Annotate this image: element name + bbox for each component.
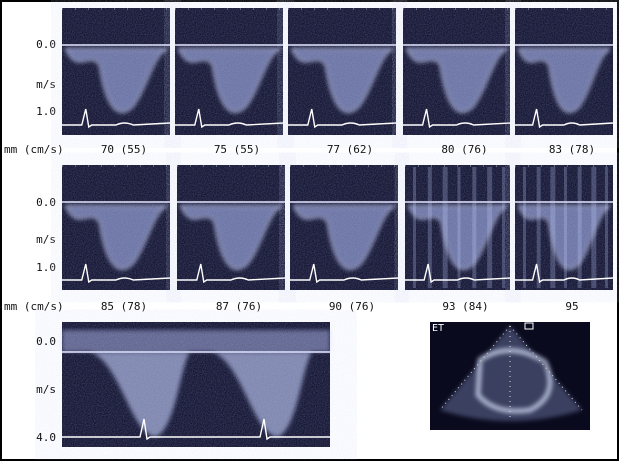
doppler-panel: [405, 165, 510, 290]
echo-image: ET: [430, 322, 590, 430]
panels: 0.0 m/s 1.0 mm (cm/s) 70 (55) 75 (55) 77 (62) 8…: [4, 8, 613, 447]
artifact-band: [443, 167, 448, 288]
artifact-band: [413, 167, 416, 288]
panel-caption: 70 (55): [101, 143, 147, 156]
panel-caption: 77 (62): [327, 143, 373, 156]
artifact-band: [523, 167, 526, 288]
axis-label: m/s: [36, 233, 56, 246]
panel-caption: 80 (76): [441, 143, 487, 156]
artifact-band: [591, 167, 596, 288]
caption-prefix: mm (cm/s): [4, 143, 64, 156]
doppler-panel: [515, 165, 613, 290]
doppler-panel: [515, 8, 613, 135]
axis-label: 0.0: [36, 196, 56, 209]
caption-prefix: mm (cm/s): [4, 300, 64, 313]
artifact-band: [472, 167, 476, 288]
panel-caption: 93 (84): [442, 300, 488, 313]
panel-caption: 95: [565, 300, 578, 313]
figure: 0.0 m/s 1.0 mm (cm/s) 70 (55) 75 (55) 77 (62) 8…: [0, 0, 619, 461]
doppler-panel: [62, 165, 170, 290]
axis-label: 1.0: [36, 261, 56, 274]
panel-caption: 87 (76): [216, 300, 262, 313]
artifact-band: [502, 167, 505, 288]
axis-label: m/s: [36, 383, 56, 396]
doppler-panel: [290, 165, 398, 290]
axis-label: 0.0: [36, 38, 56, 51]
panel-caption: 75 (55): [214, 143, 260, 156]
doppler-panel: [403, 8, 510, 135]
echo-label: ET: [432, 323, 444, 334]
panel-caption: 90 (76): [329, 300, 375, 313]
top-band: [62, 330, 330, 352]
artifact-band: [605, 167, 608, 288]
artifact-band: [458, 167, 461, 288]
artifact-band: [564, 167, 567, 288]
doppler-panel: [62, 8, 170, 135]
panel-caption: 83 (78): [549, 143, 595, 156]
panel-caption: 85 (78): [101, 300, 147, 313]
artifact-band: [487, 167, 492, 288]
axis-label: m/s: [36, 78, 56, 91]
large-doppler-panel: [62, 322, 330, 447]
doppler-panel: [288, 8, 396, 135]
artifact-band: [550, 167, 555, 288]
doppler-panel: [177, 165, 285, 290]
axis-label: 1.0: [36, 105, 56, 118]
axis-label: 0.0: [36, 335, 56, 348]
artifact-band: [578, 167, 582, 288]
doppler-panel: [175, 8, 283, 135]
axis-label: 4.0: [36, 431, 56, 444]
